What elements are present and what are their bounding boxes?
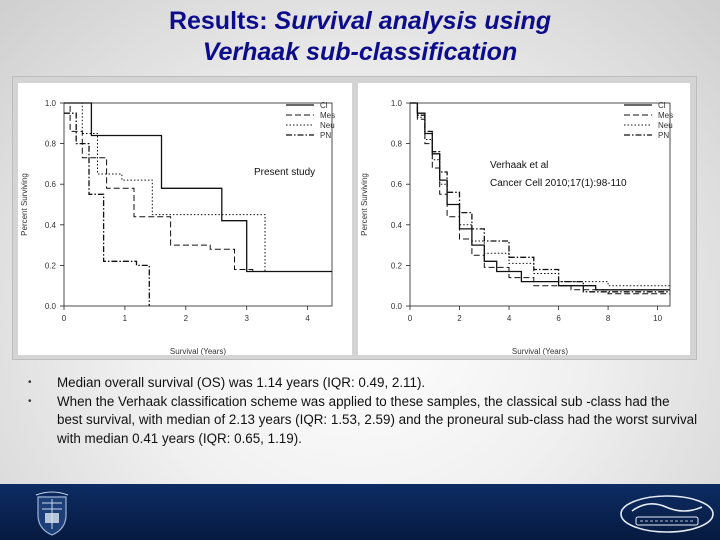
left-x-tick-label: 4 [305,314,310,323]
right-x-tick-label: 10 [653,314,662,323]
right-y-tick-label: 0.8 [391,140,403,149]
left-plot-svg: Present study 0.0 0.2 0.4 0.6 0.8 1.0 0 1 2 3 4 Sur… [20,99,335,355]
left-y-tick-label: 0.6 [45,180,57,189]
findings-list: • Median overall survival (OS) was 1.14 … [28,374,698,448]
henry-ford-health-system-logo-icon [620,495,714,533]
footer-bar [0,484,720,540]
slide-title: Results: Survival analysis using Verhaak… [0,6,720,68]
left-plot-border [63,102,333,307]
left-x-tick-label: 1 [123,314,128,323]
left-y-tick-label: 1.0 [45,99,57,108]
left-y-tick-label: 0.4 [45,221,57,230]
right-plot-annotation-line-2: Cancer Cell 2010;17(1):98-110 [490,178,627,189]
right-survival-plot: Verhaak et al Cancer Cell 2010;17(1):98-… [358,83,690,355]
left-legend-label: Mes [320,111,335,120]
left-x-tick-label: 2 [184,314,189,323]
left-legend-label: Neu [320,121,335,130]
right-x-tick-label: 4 [507,314,512,323]
bullet-text: When the Verhaak classification scheme w… [57,393,698,446]
left-y-axis-label: Percent Surviving [20,173,29,236]
right-y-tick-label: 0.4 [391,221,403,230]
left-y-tick-label: 0.8 [45,140,57,149]
henry-ford-crest-icon [35,491,69,536]
left-y-tick-label: 0.2 [45,261,57,270]
right-plot-annotation-line-1: Verhaak et al [490,160,548,171]
left-series-mes-line [64,102,332,272]
left-survival-plot: Present study 0.0 0.2 0.4 0.6 0.8 1.0 0 1 2 3 4 Sur… [18,83,352,355]
bullet-text: Median overall survival (OS) was 1.14 ye… [57,375,426,390]
bullet-dot: • [28,377,32,388]
right-x-tick-label: 2 [457,314,462,323]
right-plot-border [409,102,671,307]
right-x-tick-label: 8 [606,314,611,323]
bullet-dot: • [28,395,32,407]
right-x-axis-label: Survival (Years) [512,347,569,355]
right-x-tick-label: 0 [408,314,413,323]
right-legend-label: Neu [658,121,673,130]
left-x-tick-label: 3 [245,314,250,323]
left-y-tick-label: 0.0 [45,302,57,311]
left-legend-label: PN [320,131,331,140]
title-line-1: Results: Survival analysis using [168,7,552,35]
right-series-pn-line [410,102,670,293]
list-item: • When the Verhaak classification scheme… [28,393,698,449]
right-x-tick-label: 6 [556,314,561,323]
left-series-cl-line [64,102,332,273]
right-legend-label: Cl [658,101,666,110]
list-item: • Median overall survival (OS) was 1.14 … [28,374,698,393]
left-plot-annotation: Present study [254,167,315,178]
right-plot-svg: Verhaak et al Cancer Cell 2010;17(1):98-… [360,99,673,355]
left-series-neu-line [64,102,266,272]
left-legend-label: Cl [320,101,328,110]
right-y-tick-label: 0.0 [391,302,403,311]
right-series-cl-line [410,102,670,291]
left-series-pn-line [64,112,150,306]
left-x-tick-label: 0 [62,314,67,323]
left-x-axis-label: Survival (Years) [170,347,227,355]
right-legend-label: Mes [658,111,673,120]
right-y-tick-label: 0.2 [391,261,403,270]
right-y-tick-label: 1.0 [391,99,403,108]
right-legend-label: PN [658,131,669,140]
right-series-mes-line [410,102,670,295]
right-series-neu-line [410,102,670,287]
title-line-2: Verhaak sub-classification [202,38,518,66]
right-y-axis-label: Percent Surviving [360,173,369,236]
right-y-tick-label: 0.6 [391,180,403,189]
